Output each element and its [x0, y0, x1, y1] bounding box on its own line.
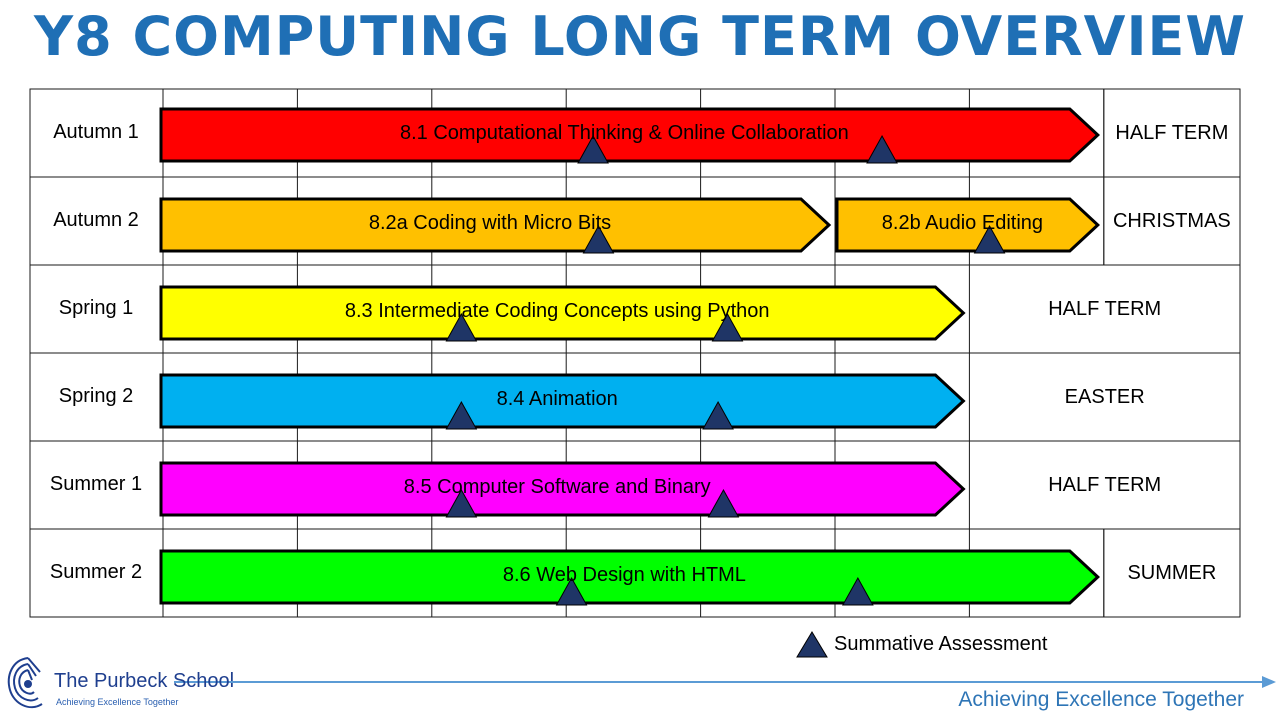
unit-arrow-bar: [835, 197, 1101, 253]
unit-arrow-bar: [159, 107, 1101, 163]
holiday-label: CHRISTMAS: [1112, 210, 1231, 232]
term-label: Summer 1: [49, 473, 143, 495]
unit-arrow-bar: [159, 549, 1101, 605]
holiday-label: SUMMER: [1127, 562, 1217, 584]
assessment-triangle-icon: [702, 400, 734, 430]
holiday-label: HALF TERM: [1048, 298, 1162, 320]
assessment-triangle-icon: [445, 400, 478, 430]
assessment-triangle-icon: [555, 576, 588, 606]
term-label: Autumn 1: [53, 121, 139, 143]
unit-arrow-bar: [159, 285, 966, 341]
holiday-label: EASTER: [1064, 386, 1145, 408]
assessment-triangle-icon: [841, 576, 874, 606]
holiday-label: HALF TERM: [1115, 122, 1229, 144]
school-name: The Purbeck School: [54, 670, 235, 692]
legend: Summative Assessment: [796, 630, 1047, 658]
term-label: Spring 2: [58, 385, 134, 407]
unit-arrow-bar: [159, 373, 966, 429]
shell-logo-icon: [7, 657, 232, 709]
legend-label: Summative Assessment: [834, 632, 1048, 655]
page-title: Y8 COMPUTING LONG TERM OVERVIEW: [33, 5, 1246, 68]
unit-arrow-bar: [159, 461, 966, 517]
assessment-triangle-icon: [445, 312, 478, 342]
assessment-triangle-icon: [711, 312, 744, 342]
assessment-triangle-icon: [973, 224, 1006, 254]
term-label: Autumn 2: [53, 209, 139, 231]
unit-arrow-bar: [159, 197, 832, 253]
assessment-triangle-icon: [707, 488, 740, 518]
assessment-triangle-icon: [445, 488, 478, 518]
holiday-label: HALF TERM: [1048, 474, 1162, 496]
assessment-triangle-icon: [582, 224, 615, 254]
footer-arrow: [230, 676, 1276, 688]
footer-motto: Achieving Excellence Together: [958, 688, 1244, 711]
term-label: Spring 1: [58, 297, 134, 319]
school-motto: Achieving Excellence Together: [56, 697, 179, 707]
term-label: Summer 2: [49, 561, 143, 583]
assessment-triangle-icon: [866, 134, 898, 164]
triangle-icon: [796, 631, 828, 658]
assessment-triangle-icon: [577, 134, 609, 164]
